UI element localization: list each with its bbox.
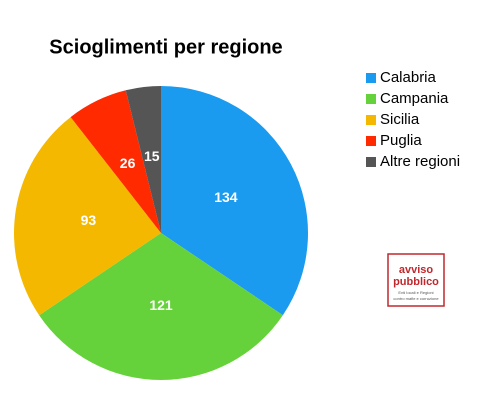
legend-swatch: [366, 136, 376, 146]
legend-label: Altre regioni: [380, 153, 460, 170]
data-label: 93: [81, 212, 97, 228]
legend-swatch: [366, 73, 376, 83]
logo-text: avviso: [399, 264, 434, 276]
data-label: 121: [149, 297, 173, 313]
data-label: 15: [144, 148, 160, 164]
legend-label: Puglia: [380, 132, 422, 149]
legend-label: Campania: [380, 90, 449, 107]
legend-swatch: [366, 157, 376, 167]
legend-label: Calabria: [380, 69, 437, 86]
logo-tagline: contro mafie e corruzione: [393, 296, 439, 301]
pie-slice: [13, 117, 161, 316]
logo-text: pubblico: [393, 276, 439, 288]
logo-tagline: Enti locali e Regioni: [398, 290, 433, 295]
legend-swatch: [366, 94, 376, 104]
data-label: 134: [214, 189, 238, 205]
pie-slice: [125, 86, 161, 233]
logo-frame: [387, 253, 445, 307]
data-label: 26: [120, 155, 136, 171]
logo: avviso pubblico Enti locali e Regioni co…: [387, 253, 445, 307]
legend-label: Sicilia: [380, 111, 420, 128]
chart-title: Scioglimenti per regione: [49, 36, 282, 58]
pie-slice: [161, 86, 308, 316]
legend-swatch: [366, 115, 376, 125]
pie-slice: [70, 90, 161, 234]
pie-slice: [39, 233, 283, 380]
